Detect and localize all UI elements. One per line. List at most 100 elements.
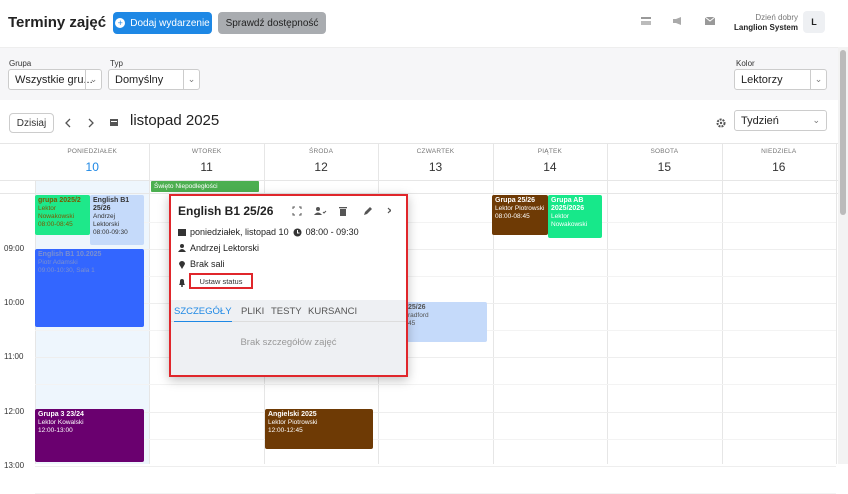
event-popup: English B1 25/26 poniedziałek, listopad … (169, 194, 408, 377)
event-teacher: Lektor Kowalski (38, 419, 84, 426)
filter-label: Typ (110, 59, 123, 68)
day-header: NIEDZIELA 16 (722, 143, 836, 180)
day-date: 14 (543, 160, 557, 174)
avatar[interactable]: L (803, 11, 825, 33)
view-select[interactable]: Tydzień ⌄ (734, 110, 827, 131)
close-icon[interactable] (387, 207, 391, 214)
view-value: Tydzień (741, 114, 779, 127)
icon-mail[interactable] (704, 16, 716, 26)
tab[interactable]: TESTY (271, 306, 302, 317)
day-header: PONIEDZIAŁEK 10 (35, 143, 149, 180)
settings-icon[interactable] (716, 118, 726, 128)
scrollbar-track (838, 47, 848, 464)
hour-line (35, 411, 836, 413)
calendar-event[interactable]: Angielski 2025 Lektor Piotrowski 12:00-12:… (265, 409, 373, 449)
dropdown-arrow: ⌄ (812, 115, 820, 125)
time-label: 12:00 (4, 406, 25, 416)
event-teacher: Lektor Plotrowski (495, 205, 545, 212)
filter-select[interactable]: Wszystkie gru... ⌄ (8, 69, 102, 90)
tab[interactable]: PLIKI (241, 306, 265, 317)
day-header: SOBOTA 15 (607, 143, 721, 180)
dropdown-arrow: ⌄ (85, 70, 101, 89)
event-time: 09:00-10:30, Sala 1 (38, 267, 95, 274)
popup-teacher-row: Andrzej Lektorski (178, 243, 259, 253)
all-day-event[interactable]: Święto Niepodległości (151, 181, 259, 192)
assign-icon[interactable] (314, 207, 327, 215)
grid-top (0, 143, 838, 144)
day-name: ŚRODA (309, 148, 334, 155)
calendar-event[interactable]: grupa 2025/2 Lektor Nowakowski 08:00-08:45 (35, 195, 90, 235)
header-line (0, 180, 838, 181)
tab-active[interactable]: SZCZEGÓŁY (174, 306, 232, 323)
icon-list[interactable] (640, 16, 652, 26)
check-availability-button[interactable]: Sprawdź dostępność (218, 12, 326, 34)
day-date: 16 (772, 160, 786, 174)
day-name: PONIEDZIAŁEK (67, 148, 118, 155)
popup-title: English B1 25/26 (178, 204, 274, 218)
day-header: WTOREK 11 (149, 143, 263, 180)
popup-body: Brak szczegółów zajęć (171, 322, 406, 375)
tab[interactable]: KURSANCI (308, 306, 358, 317)
popup-actions (292, 206, 391, 216)
hour-line (35, 249, 836, 250)
greeting: Dzień dobry (755, 13, 798, 22)
filter-value: Lektorzy (741, 73, 783, 86)
next-button[interactable] (85, 117, 97, 129)
calendar-event[interactable]: Grupa AB 2025/2026 Lektor Nowakowski (548, 195, 602, 238)
filter-label: Grupa (9, 59, 32, 68)
half-hour-line (35, 222, 836, 223)
event-time: 45 (408, 320, 416, 327)
event-title: Grupa AB 2025/2026 (551, 197, 585, 212)
scrollbar-thumb[interactable] (840, 50, 846, 215)
clock-icon (293, 228, 302, 236)
day-name: PIĄTEK (537, 148, 563, 155)
calendar-event[interactable]: Grupa 3 23/24 Lektor Kowalski 12:00-13:00 (35, 409, 144, 462)
event-title: English B1 10.2025 (38, 251, 102, 258)
event-teacher: radford (408, 312, 429, 319)
event-title: Angielski 2025 (268, 411, 317, 418)
icon-announce[interactable] (672, 16, 684, 26)
day-date: 11 (200, 160, 213, 174)
popup-room-row: Brak sali (178, 259, 225, 269)
expand-icon[interactable] (292, 206, 302, 216)
event-title: 25/26 (408, 304, 426, 311)
user-info: Dzień dobry Langlion System (734, 13, 798, 33)
allday-line (0, 193, 838, 194)
time-label: 10:00 (4, 298, 25, 308)
time-label: 09:00 (4, 244, 25, 253)
calendar-event[interactable]: 25/26 radford 45 (405, 302, 487, 342)
dropdown-arrow: ⌄ (810, 70, 826, 89)
add-event-label: Dodaj wydarzenie (130, 17, 210, 29)
set-status-button[interactable]: Ustaw status (189, 273, 253, 289)
event-time: 08:00-09:30 (93, 229, 128, 236)
event-title: English B1 25/26 (93, 197, 130, 212)
event-title: Grupa 25/26 (495, 197, 536, 204)
time-label: 13:00 (4, 460, 25, 470)
popup-date-row: poniedziałek, listopad 10 08:00 - 09:30 (178, 227, 359, 237)
calendar-event[interactable]: English B1 25/26 Andrzej Lektorski 08:00-0… (90, 195, 144, 245)
event-teacher: Andrzej Lektorski (93, 213, 120, 228)
delete-icon[interactable] (339, 207, 347, 216)
popup-teacher: Andrzej Lektorski (190, 243, 260, 253)
column-line (836, 143, 837, 464)
bell-icon (179, 279, 185, 287)
calendar-icon[interactable] (109, 117, 119, 127)
calendar-event[interactable]: English B1 10.2025 Piotr Adamski 09:00-10:… (35, 249, 144, 327)
filter-label: Kolor (736, 59, 755, 68)
user-name: Langlion System (733, 23, 798, 32)
calendar-event[interactable]: Grupa 25/26 Lektor Plotrowski 08:00-08:45 (492, 195, 548, 235)
filter-select[interactable]: Lektorzy ⌄ (734, 69, 827, 90)
filter-select[interactable]: Domyślny ⌄ (108, 69, 200, 90)
day-header: ŚRODA 12 (264, 143, 378, 180)
half-hour-line (35, 384, 836, 386)
add-event-button[interactable]: + Dodaj wydarzenie (113, 12, 212, 34)
day-name: WTOREK (191, 148, 222, 155)
day-name: NIEDZIELA (761, 148, 797, 155)
person-icon (178, 244, 186, 252)
edit-icon[interactable] (364, 207, 372, 215)
event-teacher: Lektor Nowakowski (551, 213, 588, 228)
day-date: 10 (85, 160, 99, 174)
event-time: 08:00-08:45 (495, 213, 530, 220)
prev-button[interactable] (62, 117, 74, 129)
today-button[interactable]: Dzisiaj (9, 113, 54, 133)
